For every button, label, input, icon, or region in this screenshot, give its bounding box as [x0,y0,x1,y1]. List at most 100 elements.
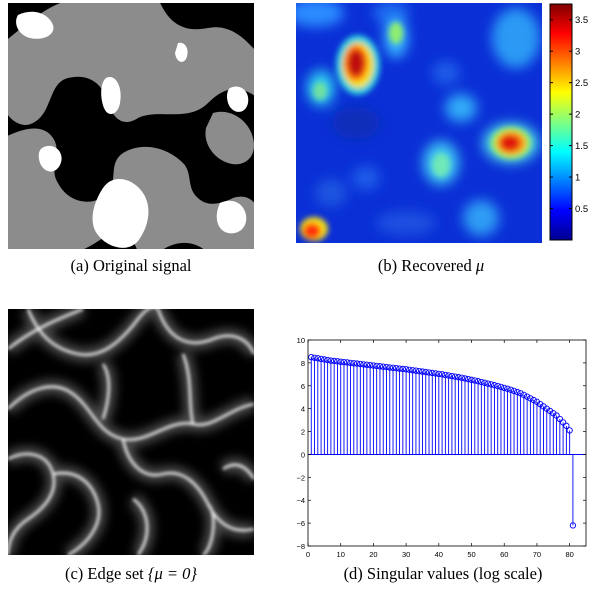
stem-lines [310,357,574,526]
stem-marker [311,354,318,361]
stem-marker [308,354,315,361]
stem-marker [324,356,331,364]
stem-marker [386,364,393,371]
stem-marker [445,372,452,379]
stem-marker [448,372,456,380]
stem-marker [517,390,524,397]
original-signal-image [3,0,258,253]
stem-marker [396,365,403,372]
stem-marker [357,360,364,368]
stem-marker [471,377,478,384]
stem-marker [566,427,573,434]
y-tick-label: 2 [301,428,305,437]
caption-c: (c) Edge set {μ = 0} [0,564,266,584]
caption-b-math: μ [475,256,485,275]
stem-marker [393,365,400,372]
stem-marker [491,382,498,389]
stem-marker [353,360,361,367]
colorbar-tick-label: 0.5 [575,204,588,215]
stem-marker [478,378,485,386]
x-tick-label: 0 [306,550,310,559]
stem-marker [559,419,567,426]
colorbar-tick-label: 1 [575,173,580,184]
caption-a-text: (a) Original signal [70,256,192,275]
stem-marker [419,368,426,375]
x-tick-label: 10 [337,550,345,559]
stem-marker [527,395,534,402]
y-tick-label: −8 [296,542,305,551]
stem-markers [308,354,577,529]
stem-marker [507,386,514,393]
stem-marker [494,382,501,390]
stem-marker [429,369,436,377]
stem-marker [422,368,429,376]
y-tick-label: −4 [296,496,305,505]
stem-marker [363,361,371,368]
stem-marker [438,371,446,378]
colorbar-tick-label: 2 [575,110,580,121]
stem-marker [484,380,492,387]
stem-marker [497,383,505,391]
stem-marker [474,378,482,385]
stem-marker [383,363,390,371]
x-tick-label: 20 [369,550,377,559]
stem-marker [412,367,420,374]
stem-marker [514,388,521,396]
stem-marker [409,367,416,374]
stem-marker [569,522,577,529]
x-tick-label: 60 [500,550,508,559]
panel-recovered-mu [288,0,542,248]
stem-marker [465,375,472,383]
stem-marker [553,412,560,419]
panel-edge-set [1,300,261,562]
colorbar-tick-label: 3.5 [575,15,588,26]
caption-d-text: (d) Singular values (log scale) [343,564,543,583]
stem-marker [504,385,511,392]
stem-marker [373,362,380,370]
colorbar-tick-label: 2.5 [575,78,588,89]
colorbar-tick-label: 1.5 [575,141,588,152]
plot-area [308,340,586,546]
stem-marker [350,360,357,367]
caption-b-text: (b) Recovered [377,256,476,275]
recovered-mu-heatmap [288,0,542,243]
y-tick-label: 8 [301,359,305,368]
stem-marker [556,415,563,423]
stem-marker [344,359,351,366]
stem-marker [334,358,341,365]
colorbar-tick-label: 3 [575,47,580,58]
stem-marker [520,391,528,399]
y-tick-label: 6 [301,382,305,391]
caption-c-text: (c) Edge set [64,564,148,583]
stem-marker [563,422,570,429]
stem-marker [331,357,338,365]
stem-marker [337,358,344,365]
stem-marker [389,364,397,371]
stem-marker [370,362,377,369]
stem-marker [481,379,488,386]
stem-marker [523,393,531,400]
stem-marker [530,396,537,404]
stem-marker [461,375,469,382]
axes-box [307,339,587,547]
stem-marker [442,371,449,379]
y-tick-label: 4 [301,405,305,414]
stem-marker [455,374,462,381]
x-tick-label: 30 [402,550,410,559]
stem-marker [380,363,387,370]
y-tick-label: −2 [296,473,305,482]
stem-marker [321,356,328,363]
caption-b: (b) Recovered μ [296,256,566,276]
stem-marker [340,358,348,366]
caption-a: (a) Original signal [0,256,266,276]
caption-d: (d) Singular values (log scale) [308,564,578,584]
stem-marker [458,374,465,381]
y-tick-label: 10 [297,336,305,345]
stem-marker [406,366,413,373]
stem-marker [376,363,384,370]
stem-marker [314,355,321,362]
stem-marker [432,370,439,377]
stem-marker [452,373,459,380]
colorbar: 3.5 3 2.5 2 1.5 1 0.5 [549,3,588,241]
